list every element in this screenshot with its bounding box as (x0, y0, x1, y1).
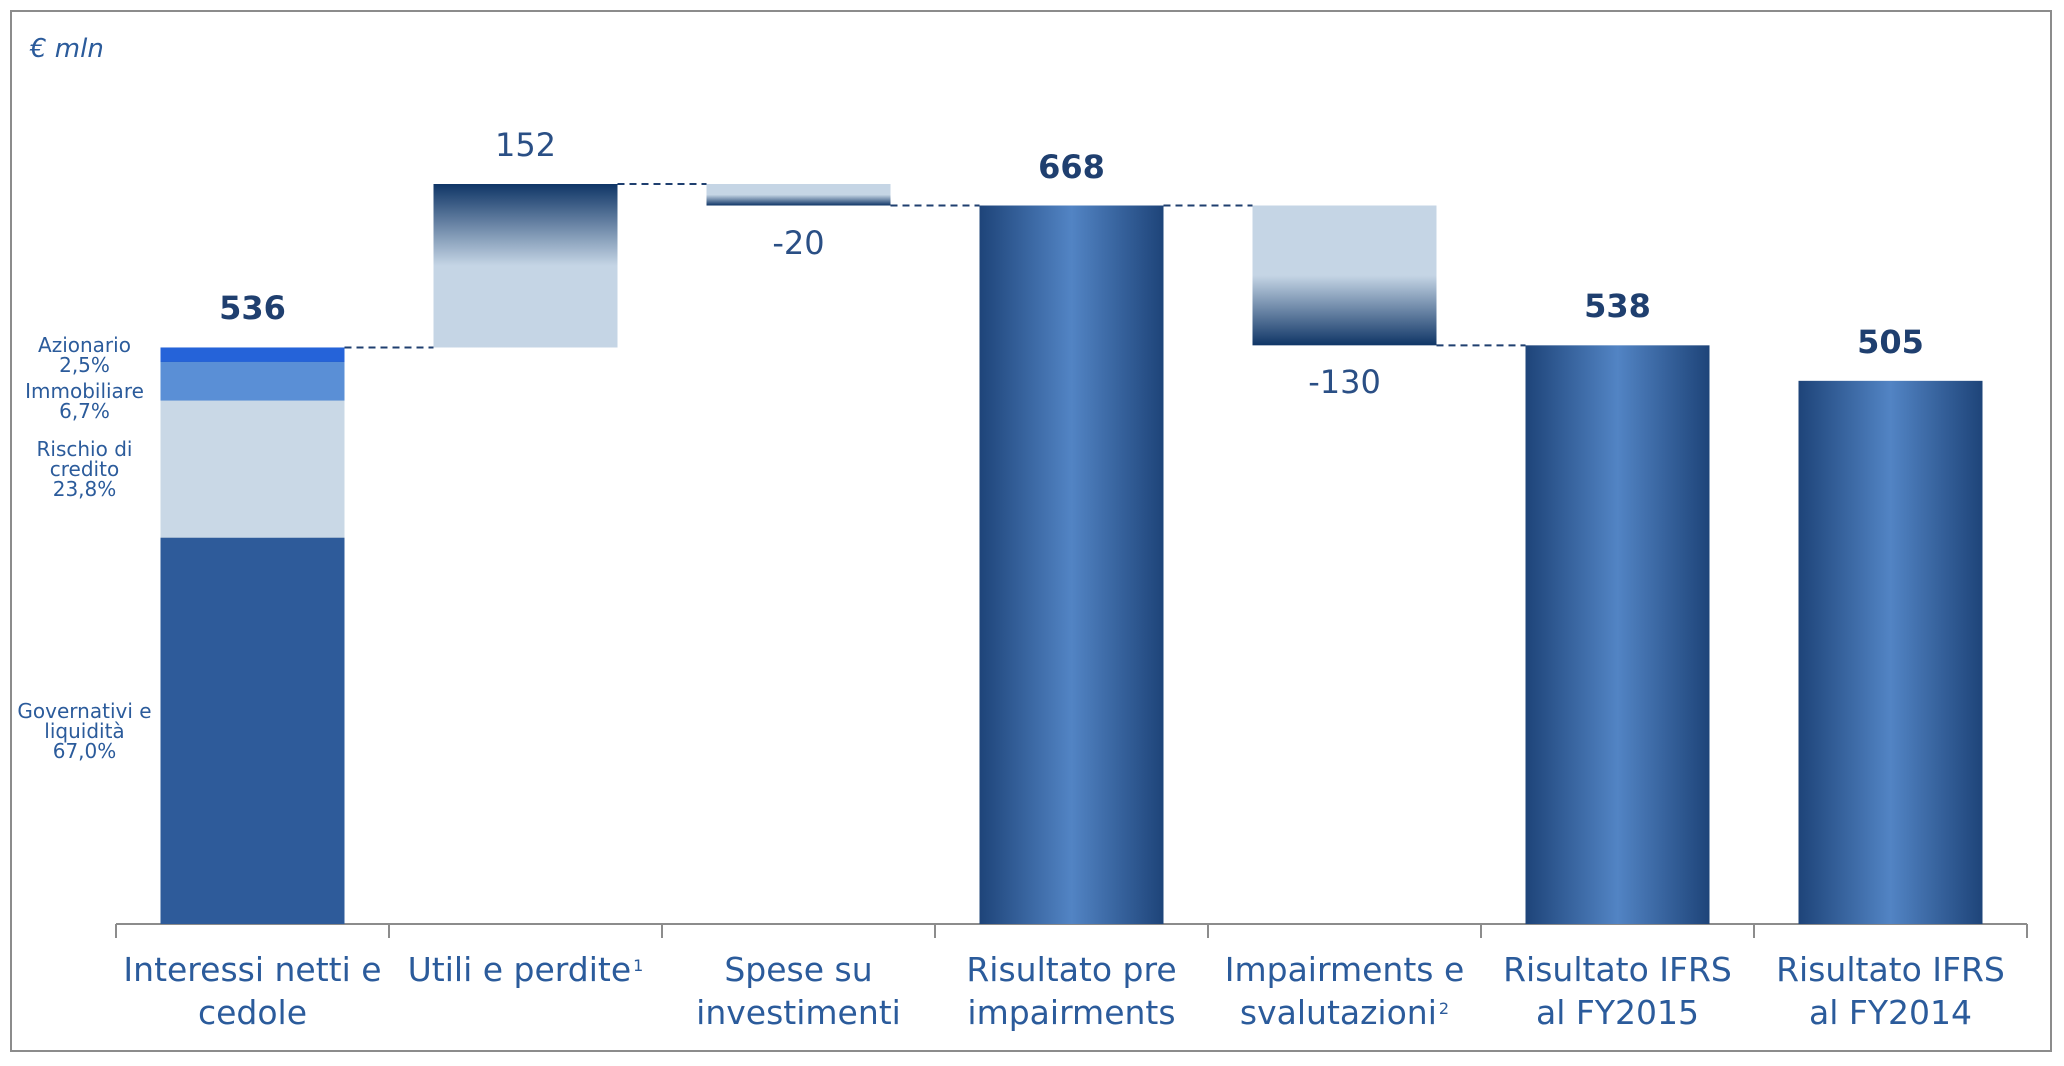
value-label: 152 (494, 126, 557, 164)
value-label: 536 (219, 289, 286, 328)
footnote-mark: 1 (633, 956, 644, 975)
composition-segment (160, 361, 345, 401)
composition-label: Governativi e liquidità 67,0% (15, 701, 155, 761)
composition-label: Immobiliare 6,7% (15, 381, 155, 421)
bar (706, 184, 891, 206)
bar (1798, 380, 1983, 924)
composition-value: 6,7% (59, 398, 110, 423)
value-label: 668 (1038, 147, 1105, 186)
value-label: -20 (772, 223, 825, 262)
category-text: Impairments e svalutazioni (1224, 950, 1465, 1032)
unit-label: € mln (30, 34, 104, 64)
composition-value: 67,0% (52, 738, 117, 763)
x-tick-label: Risultato IFRS al FY2014 (1758, 948, 2023, 1034)
composition-value: 2,5% (59, 352, 110, 377)
category-text: Risultato IFRS al FY2015 (1503, 950, 1732, 1032)
composition-segment (160, 537, 345, 924)
bar (1525, 345, 1710, 924)
footnote-mark: 2 (1438, 999, 1450, 1018)
category-text: Interessi netti e cedole (123, 950, 382, 1032)
x-tick-label: Risultato pre impairments (939, 948, 1204, 1034)
x-tick-label: Impairments e svalutazioni 2 (1212, 948, 1477, 1034)
category-text: Risultato pre impairments (966, 950, 1177, 1032)
value-label: 538 (1584, 287, 1651, 326)
composition-label: Rischio di credito 23,8% (15, 439, 155, 499)
bar (979, 205, 1164, 925)
x-tick-label: Interessi netti e cedole (120, 948, 385, 1034)
category-text: Spese su investimenti (696, 950, 901, 1032)
x-tick-label: Utili e perdite 1 (393, 948, 658, 991)
composition-label: Azionario 2,5% (15, 335, 155, 375)
bar (1252, 205, 1437, 346)
x-tick-label: Spese su investimenti (666, 948, 931, 1034)
frame (10, 10, 2052, 1052)
composition-name: Immobiliare (25, 378, 144, 403)
bar (433, 184, 618, 348)
composition-name: Rischio di credito (36, 437, 133, 482)
composition-name: Azionario (38, 332, 131, 357)
composition-segment (160, 400, 345, 538)
x-tick-label: Risultato IFRS al FY2015 (1485, 948, 1750, 1034)
value-label: -130 (1308, 363, 1381, 402)
composition-segment (160, 347, 345, 362)
category-text: Utili e perdite (407, 950, 632, 989)
composition-value: 23,8% (52, 477, 117, 502)
composition-name: Governativi e liquidità (17, 698, 152, 743)
category-text: Risultato IFRS al FY2014 (1776, 950, 2005, 1032)
value-label: 505 (1857, 322, 1924, 361)
